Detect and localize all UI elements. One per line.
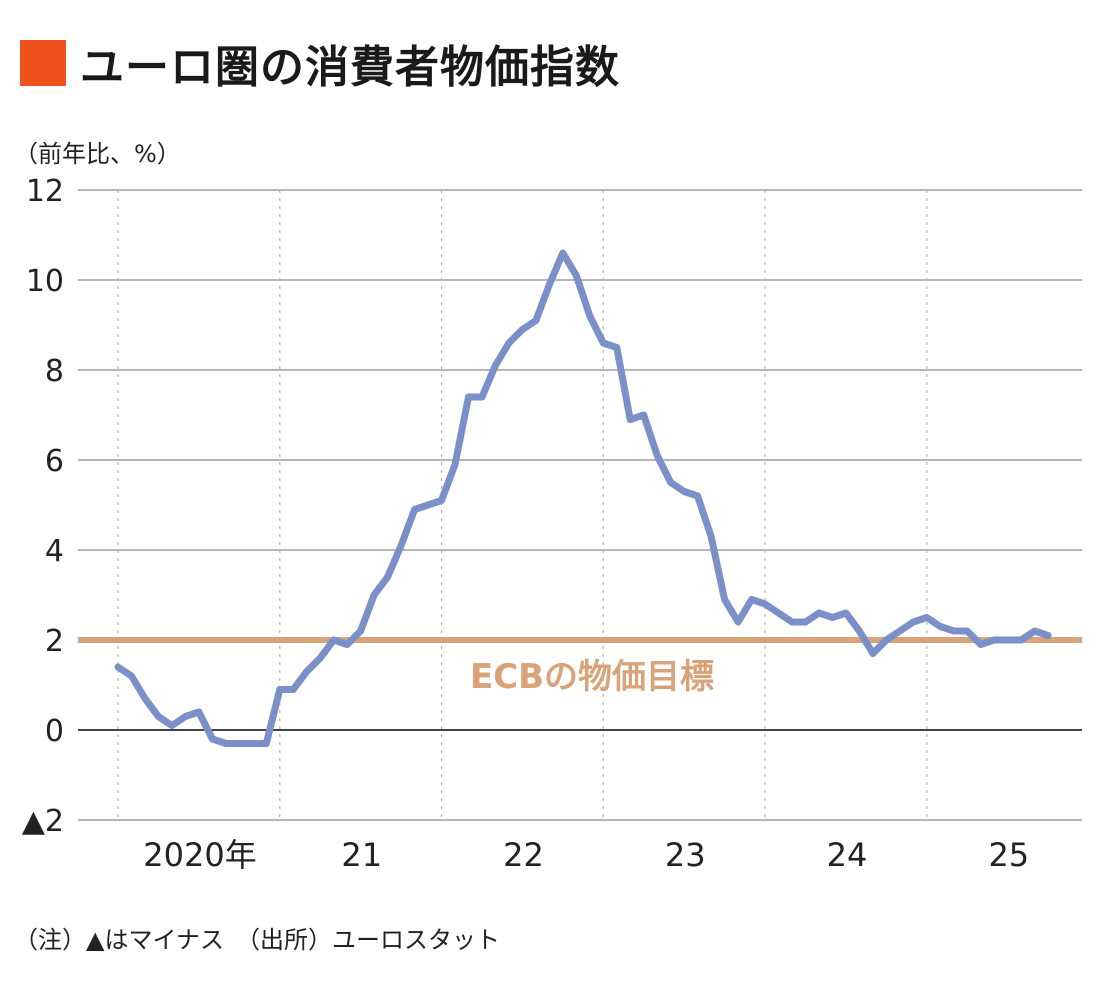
footnote: （注）▲はマイナス （出所）ユーロスタット bbox=[14, 926, 500, 954]
y-axis-tick-labels: 12 10 8 6 4 2 0 ▲2 bbox=[22, 174, 64, 839]
chart-title: ユーロ圏の消費者物価指数 bbox=[20, 28, 620, 98]
ecb-target-label: ECBの物価目標 bbox=[470, 657, 714, 697]
y-tick-label: 4 bbox=[45, 534, 64, 569]
horizontal-gridlines bbox=[78, 189, 1082, 821]
y-axis-unit-label: （前年比、%） bbox=[14, 140, 181, 168]
x-tick-label: 23 bbox=[665, 836, 706, 874]
y-tick-label: 8 bbox=[45, 354, 64, 389]
y-tick-label: 12 bbox=[26, 174, 64, 209]
x-tick-label: 24 bbox=[827, 836, 868, 874]
vertical-gridlines bbox=[117, 190, 928, 820]
x-tick-label: 22 bbox=[503, 836, 544, 874]
y-tick-label: 2 bbox=[45, 624, 64, 659]
ecb-target-line-group: ECBの物価目標 bbox=[78, 637, 1082, 697]
cpi-series-line bbox=[114, 249, 1052, 747]
title-marker-square bbox=[20, 40, 66, 86]
y-tick-label: ▲2 bbox=[22, 804, 64, 839]
chart-title-text: ユーロ圏の消費者物価指数 bbox=[80, 42, 620, 93]
y-tick-label: 0 bbox=[45, 714, 64, 749]
cpi-series-group bbox=[114, 249, 1052, 747]
y-tick-label: 10 bbox=[26, 264, 64, 299]
x-tick-label: 2020年 bbox=[143, 836, 256, 874]
x-tick-label: 21 bbox=[341, 836, 382, 874]
x-tick-label: 25 bbox=[988, 836, 1029, 874]
y-tick-label: 6 bbox=[45, 444, 64, 479]
x-axis-tick-labels: 2020年 21 22 23 24 25 bbox=[143, 836, 1029, 874]
